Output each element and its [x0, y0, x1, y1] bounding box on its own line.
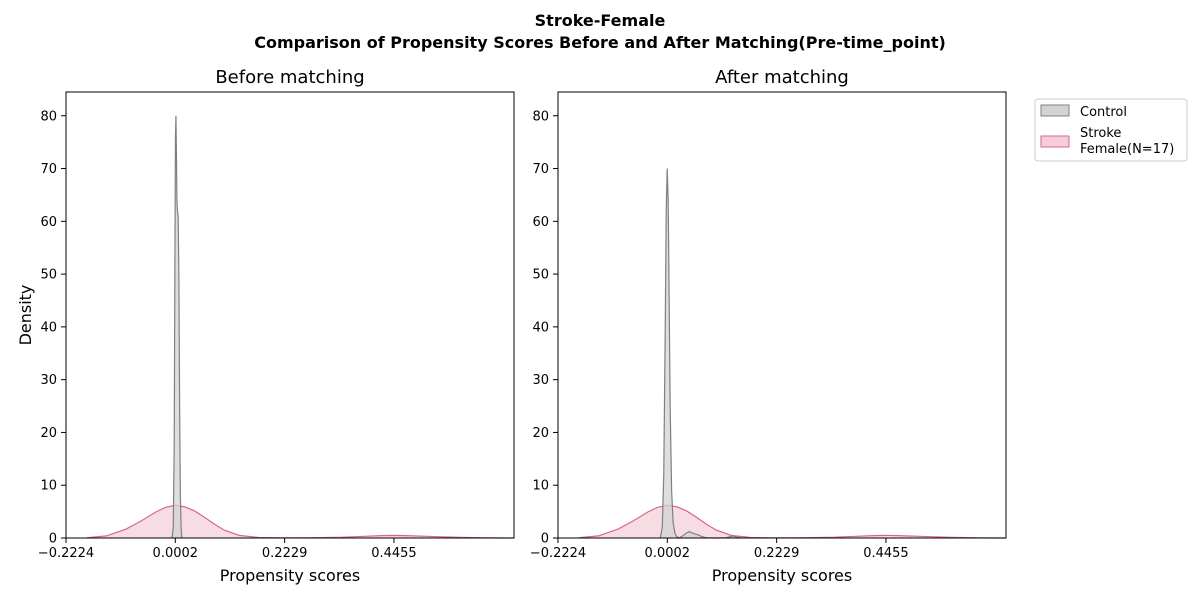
before-matching-y-tick-label: 20 [40, 426, 57, 441]
legend-stroke-swatch [1040, 135, 1070, 148]
legend-stroke-label-line2: Female(N=17) [1080, 142, 1174, 157]
before-matching-x-tick-label: 0.0002 [153, 546, 199, 561]
after-matching-y-tick-label: 0 [541, 532, 549, 547]
before-matching-y-tick-label: 40 [40, 320, 57, 335]
after-matching-y-tick-label: 10 [532, 479, 549, 494]
after-matching-stroke-female-density-line [578, 504, 1007, 539]
after-matching-plot-area: −0.2224 0.0002 0.2229 0.4455 0 10 20 30 40 50 60 70… [530, 91, 1007, 561]
before-matching-xlabel: Propensity scores [220, 566, 360, 585]
legend-box [1034, 98, 1188, 162]
before-matching-axes-frame [65, 91, 515, 539]
after-matching-x-tick-label: 0.0002 [645, 546, 691, 561]
before-matching-stroke-female-density-area [86, 505, 514, 538]
after-matching-control-density-area [660, 168, 741, 538]
after-matching-control-density-line [659, 168, 741, 539]
before-matching-panel: Before matching Propensity scores Densit… [16, 67, 515, 585]
legend: Control Stroke Female(N=17) [1034, 98, 1188, 162]
before-matching-y-tick-label: 10 [40, 479, 57, 494]
after-matching-x-tick-label: −0.2224 [530, 546, 586, 561]
figure-suptitle-line1: Stroke-Female [535, 11, 666, 30]
after-matching-x-tick-label: 0.2229 [754, 546, 800, 561]
after-matching-axes-frame [557, 91, 1007, 539]
after-matching-y-tick-label: 50 [532, 268, 549, 283]
before-matching-y-tick-label: 70 [40, 162, 57, 177]
after-matching-y-tick-label: 20 [532, 426, 549, 441]
after-matching-panel: After matching Propensity scores −0.2224… [530, 67, 1007, 585]
before-matching-ylabel: Density [16, 285, 35, 346]
legend-stroke-label-line1: Stroke [1080, 126, 1121, 141]
before-matching-x-tick-label: 0.4455 [371, 546, 417, 561]
after-matching-xlabel: Propensity scores [712, 566, 852, 585]
after-matching-y-tick-label: 60 [532, 215, 549, 230]
after-matching-title: After matching [715, 67, 849, 88]
before-matching-y-tick-label: 50 [40, 268, 57, 283]
before-matching-plot-area: −0.2224 0.0002 0.2229 0.4455 0 10 20 30 40 50 60 70… [38, 91, 515, 561]
figure-suptitle-line2: Comparison of Propensity Scores Before a… [254, 33, 946, 52]
after-matching-y-tick-label: 80 [532, 109, 549, 124]
legend-control-swatch [1040, 104, 1070, 117]
after-matching-y-tick-label: 30 [532, 373, 549, 388]
before-matching-stroke-female-density-line [86, 504, 515, 539]
after-matching-x-tick-label: 0.4455 [863, 546, 909, 561]
after-matching-y-tick-label: 70 [532, 162, 549, 177]
before-matching-y-tick-label: 30 [40, 373, 57, 388]
before-matching-x-tick-label: −0.2224 [38, 546, 94, 561]
after-matching-y-tick-label: 40 [532, 320, 549, 335]
before-matching-y-tick-label: 0 [49, 532, 57, 547]
before-matching-x-tick-label: 0.2229 [262, 546, 308, 561]
before-matching-y-tick-label: 80 [40, 109, 57, 124]
before-matching-title: Before matching [215, 67, 364, 88]
legend-control-label: Control [1080, 105, 1127, 120]
after-matching-stroke-female-density-area [578, 505, 1006, 538]
before-matching-control-density-line [171, 115, 183, 539]
before-matching-y-tick-label: 60 [40, 215, 57, 230]
